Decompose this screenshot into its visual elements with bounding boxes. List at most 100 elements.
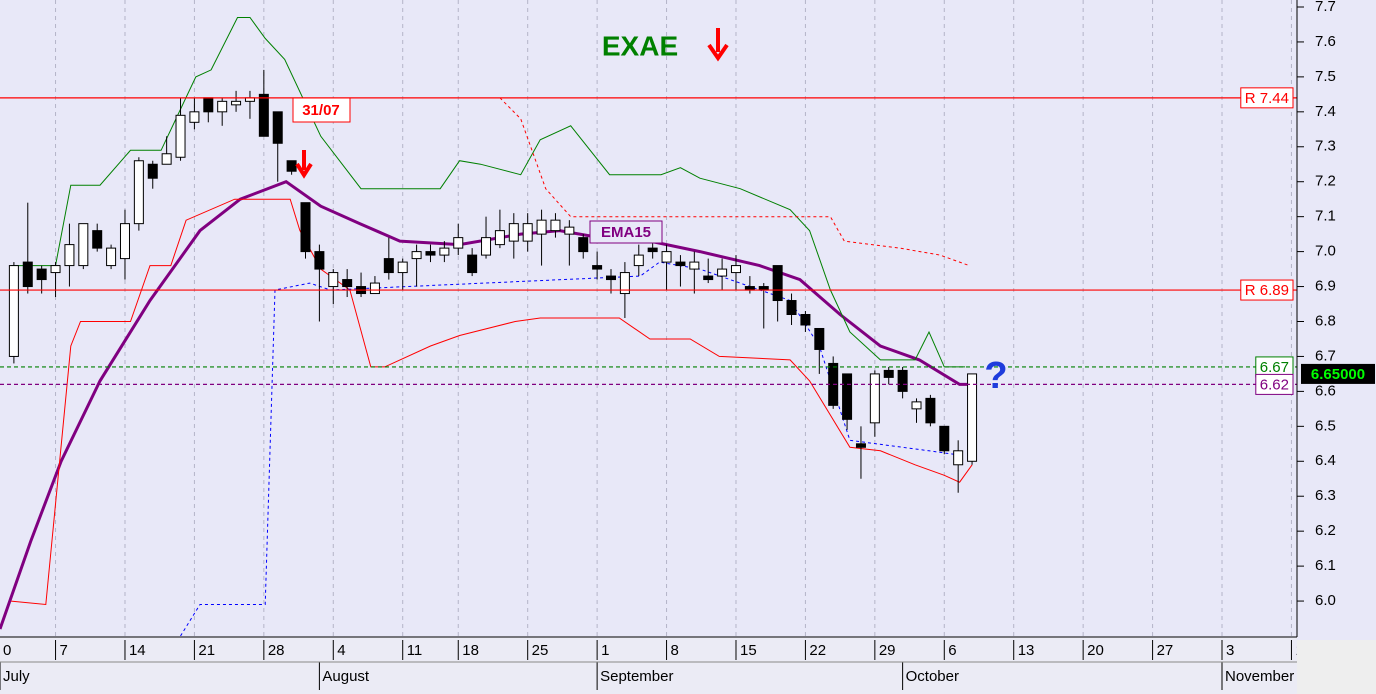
month-label: November [1225,668,1294,685]
level-label: R 7.44 [1245,90,1289,107]
level-label-box [1255,373,1294,395]
candle-body [939,425,950,452]
candle-body [814,327,825,350]
down-arrow [295,150,313,179]
y-tick-label: 6.7 [1315,347,1336,364]
candle-body [258,93,269,137]
candle-body [78,223,89,267]
indicator-line [499,97,970,267]
candle-body [494,230,505,246]
y-tick-label: 7.2 [1315,173,1336,190]
x-tick-label: 3 [1226,642,1234,659]
candle-body [64,244,75,267]
candle-body [869,373,880,424]
ema-label-box [589,220,663,244]
month-label: July [3,668,30,685]
candle-body [967,373,978,462]
candle-body [592,265,603,270]
candle-body [897,369,908,392]
x-tick-label: 22 [809,642,826,659]
y-tick-label: 6.1 [1315,557,1336,574]
corner [1297,640,1376,694]
candle-body [772,265,783,302]
candle-body [522,223,533,242]
candle-body [314,251,325,270]
x-tick-label: 7 [60,642,68,659]
x-tick-label: 1 [601,642,609,659]
candle-body [564,226,575,235]
candle-body [50,265,61,274]
candle-body [703,275,714,281]
x-tick-label: 11 [407,642,423,659]
candle-body [397,261,408,274]
candle-body [467,254,478,274]
ema-label: EMA15 [601,224,651,241]
candle-body [481,237,492,256]
level-label: 6.67 [1260,359,1289,376]
candle-body [119,223,130,260]
candle-body [300,202,311,253]
x-tick-label: 4 [337,642,345,659]
candle-body [453,237,464,249]
candle-body [425,251,436,256]
candle-body [675,261,686,267]
candle-body [925,397,936,424]
candle-body [508,223,519,242]
month-label: September [600,668,673,685]
date-box [292,97,351,123]
candle-body [619,272,630,295]
candle-body [730,265,741,274]
x-tick-label: 1 [1295,642,1303,659]
y-tick-label: 6.5 [1315,417,1336,434]
candle-body [911,401,922,410]
x-tick-label: 15 [740,642,757,659]
x-tick-label: 18 [462,642,479,659]
candle-body [578,237,589,253]
y-tick-label: 7.0 [1315,243,1336,260]
candle-body [717,268,728,277]
level-label: 6.62 [1260,376,1289,393]
candle-body [689,261,700,270]
candle-body [8,265,19,357]
x-tick-label: 28 [268,642,285,659]
last-price-box [1301,363,1375,384]
level-label-box [1240,279,1294,301]
y-tick-label: 6.2 [1315,522,1336,539]
candle-body [22,261,33,288]
candle-body [161,153,172,165]
candle-body [855,443,866,448]
candle-body [550,219,561,232]
y-tick-label: 7.5 [1315,68,1336,85]
x-tick-label: 0 [3,642,11,659]
x-tick-label: 27 [1157,642,1174,659]
x-tick-label: 29 [879,642,896,659]
x-tick-label: 21 [198,642,215,659]
candle-body [786,300,797,316]
candle-body [286,160,297,172]
y-tick-label: 7.4 [1315,103,1336,120]
candle-body [231,100,242,106]
candle-body [272,111,283,144]
y-tick-label: 6.4 [1315,452,1336,469]
candle-body [842,373,853,420]
x-tick-label: 6 [948,642,956,659]
candle-body [661,251,672,263]
candle-body [383,258,394,274]
candle-body [883,369,894,378]
candle-body [217,100,228,113]
candle-body [439,247,450,256]
question-mark: ? [984,355,1007,397]
y-tick-label: 6.6 [1315,382,1336,399]
y-tick-label: 6.3 [1315,487,1336,504]
y-tick-label: 6.8 [1315,312,1336,329]
candle-body [175,114,186,158]
level-label: R 6.89 [1245,282,1289,299]
date-annotation: 31/07 [302,102,340,119]
indicator-line [11,198,973,606]
candle-body [647,247,658,253]
candle-body [411,251,422,260]
candle-body [147,163,158,179]
